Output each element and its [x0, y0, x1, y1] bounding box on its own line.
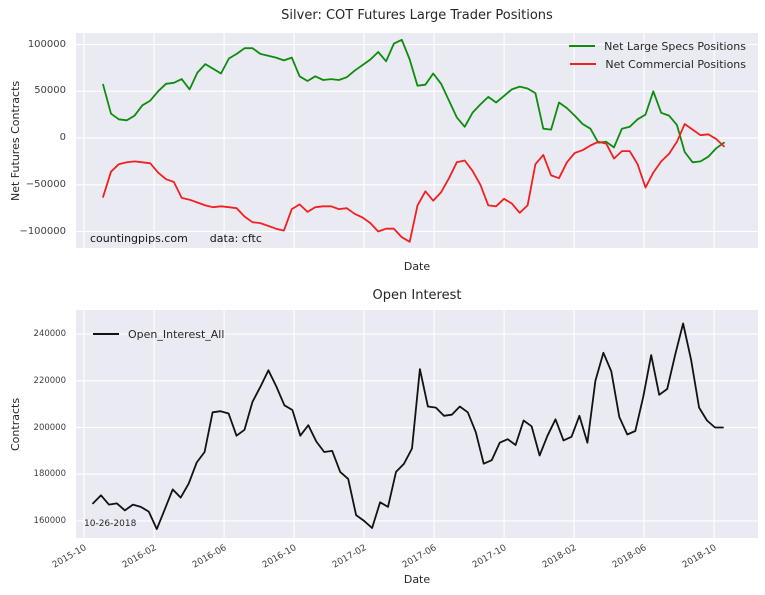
legend: Open_Interest_All	[93, 326, 224, 342]
legend-item: Open_Interest_All	[93, 326, 224, 342]
legend-line-swatch	[570, 62, 597, 66]
x-tick-label: 2017-02	[330, 543, 369, 571]
x-axis-label: Date	[403, 260, 431, 273]
y-tick-label: 50000	[34, 85, 66, 97]
plot-area	[76, 33, 758, 248]
chart-title: Silver: COT Futures Large Trader Positio…	[281, 8, 553, 23]
legend-item: Net Large Specs Positions	[569, 37, 746, 55]
data-source-note: data: cftc	[209, 232, 262, 245]
legend-line-swatch	[569, 44, 596, 48]
line-net-commercial-positions	[102, 123, 725, 243]
chart-title: Open Interest	[372, 288, 462, 303]
x-tick-label: 2018-02	[540, 543, 579, 571]
x-tick-label: 2015-10	[50, 543, 89, 571]
legend-label: Net Large Specs Positions	[604, 39, 746, 53]
y-tick-label: 160000	[33, 515, 66, 526]
legend-line-swatch	[93, 332, 119, 336]
y-tick-label: −50000	[25, 178, 66, 190]
x-tick-label: 2018-06	[610, 543, 649, 571]
plot-background	[76, 33, 758, 248]
y-tick-label: 220000	[33, 375, 66, 386]
x-tick-label: 2016-10	[260, 543, 299, 571]
line-net-large-specs-positions	[102, 38, 725, 164]
date-annotation: 10-26-2018	[84, 519, 137, 529]
legend-label: Net Commercial Positions	[605, 57, 746, 71]
x-tick-label: 2017-06	[400, 543, 439, 571]
legend-label: Open_Interest_All	[128, 327, 225, 341]
line-open-interest-all	[92, 322, 724, 531]
legend: Net Large Specs Positions Net Commercial …	[569, 37, 746, 73]
legend-item: Net Commercial Positions	[569, 55, 746, 73]
y-tick-label: 240000	[33, 329, 66, 340]
watermark-text: countingpips.com data: cftc	[90, 233, 262, 244]
x-tick-label: 2016-06	[190, 543, 229, 571]
watermark-site: countingpips.com	[90, 232, 188, 245]
y-axis-label: Net Futures Contracts	[9, 80, 22, 201]
y-tick-label: 200000	[33, 422, 66, 433]
x-tick-label: 2017-10	[470, 543, 509, 571]
x-axis-label: Date	[403, 573, 431, 586]
y-tick-label: −100000	[19, 225, 66, 237]
y-tick-label: 180000	[33, 469, 66, 480]
y-tick-label: 100000	[27, 38, 66, 50]
x-tick-label: 2016-02	[120, 543, 159, 571]
x-tick-label: 2018-10	[680, 543, 719, 571]
plot-area	[76, 310, 758, 538]
y-axis-label: Contracts	[9, 397, 22, 451]
y-tick-label: 0	[59, 132, 66, 144]
plot-background	[76, 310, 758, 538]
